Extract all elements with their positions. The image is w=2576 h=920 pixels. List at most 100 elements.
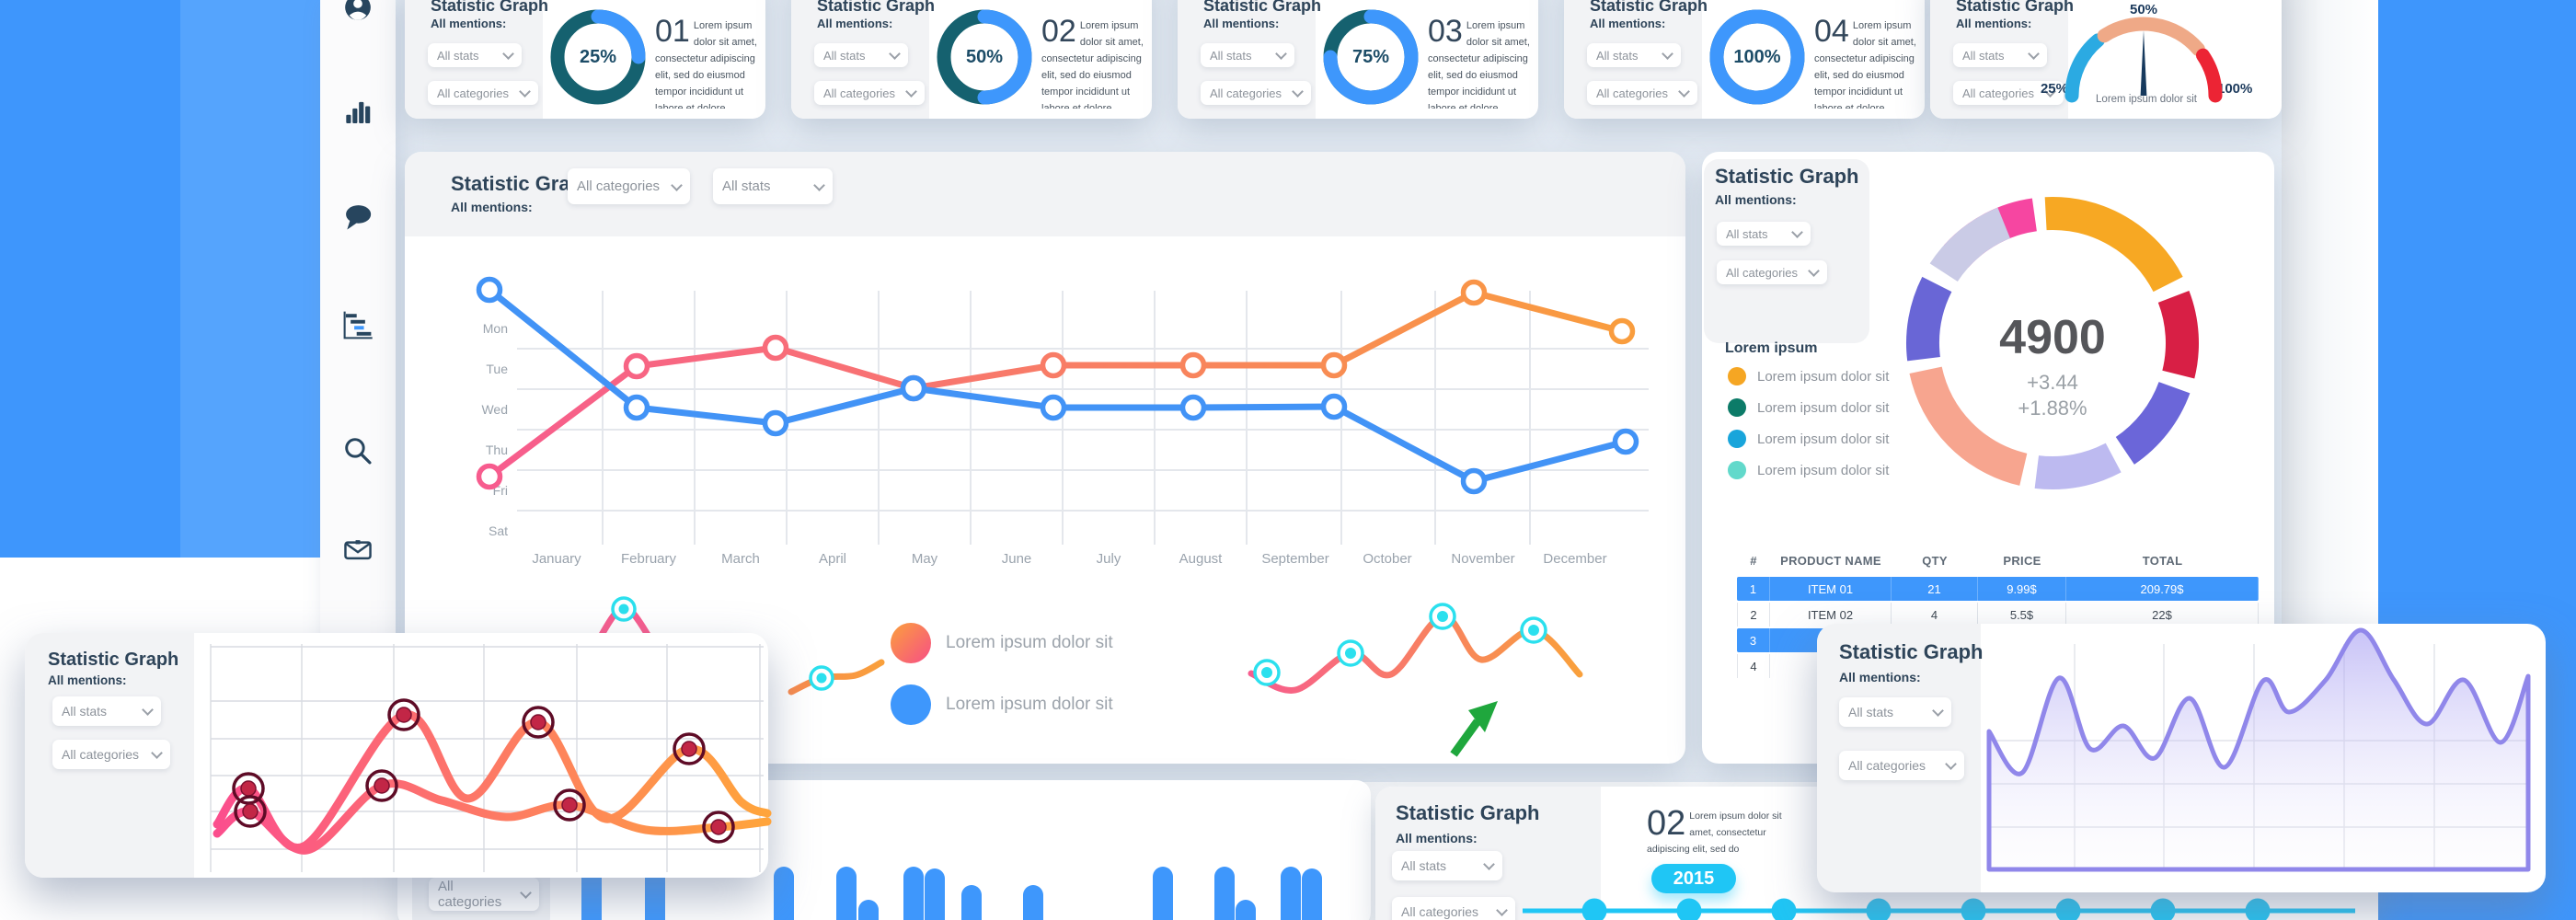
legend-item-pink: Lorem ipsum dolor sit [891,623,1113,663]
all-categories-dropdown[interactable]: All categories [1392,897,1515,920]
column-header: PRICE [2003,553,2041,568]
legend-label: Lorem ipsum dolor sit [946,633,1113,652]
table-row[interactable]: 2 ITEM 02 4 5.5$ 22$ [1737,603,2259,627]
percent-value: 50% [965,46,1004,67]
cell-index: 2 [1737,603,1770,627]
card-title: Statistic Graph [1396,801,1540,824]
card-title: Statistic Graph [1956,0,2075,15]
all-categories-dropdown[interactable]: All categories [52,740,170,769]
step-text: Lorem ipsum dolor sit amet, consectetur … [1647,811,1782,855]
all-categories-dropdown[interactable]: All categories [429,878,539,911]
year-badge[interactable]: 2015 [1651,864,1736,893]
dropdown-value: All categories [1962,86,2035,100]
cell-total: 209.79$ [2066,577,2259,601]
dropdown-value: All stats [1848,705,1894,719]
dropdown-value: All stats [722,178,771,194]
all-stats-dropdown[interactable]: All stats [1953,43,2047,67]
chevron-down-icon [1932,705,1944,717]
mail-icon[interactable] [333,524,383,574]
dropdown-value: All categories [1210,86,1282,100]
legend-swatch [1728,430,1746,448]
left-blue-band [0,0,180,558]
dropdown-value: All stats [1401,858,1447,873]
all-categories-dropdown[interactable]: All categories [1839,751,1964,780]
percent-value: 25% [579,46,617,67]
all-stats-dropdown[interactable]: All stats [52,696,161,726]
all-stats-dropdown[interactable]: All stats [713,168,833,204]
all-stats-dropdown[interactable]: All stats [1201,43,1294,67]
chevron-down-icon [1275,48,1287,60]
all-stats-dropdown[interactable]: All stats [1587,43,1681,67]
chevron-down-icon [889,48,901,60]
all-categories-dropdown[interactable]: All categories [428,81,538,105]
lorem-text: Lorem ipsum dolor sit amet, consectetur … [1041,20,1144,109]
column-header: TOTAL [2142,553,2183,568]
gantt-chart-icon[interactable] [333,300,383,350]
donut-delta-percent: +1.88% [2018,397,2087,420]
dropdown-value: All categories [577,178,661,194]
all-stats-dropdown[interactable]: All stats [1717,222,1811,246]
area-chart-card: Statistic Graph All mentions: All stats … [1817,624,2546,892]
all-categories-dropdown[interactable]: All categories [814,81,925,105]
cell-price: 9.99$ [1978,577,2066,601]
donut-total-value: 4900 [1999,311,2106,364]
donut-legend-heading: Lorem ipsum [1725,340,1818,356]
all-categories-dropdown[interactable]: All categories [568,168,690,204]
donut-delta: +3.44 [2027,371,2078,394]
lorem-text: Lorem ipsum dolor sit amet, consectetur … [1814,20,1916,109]
timeline-step-block: 02 Lorem ipsum dolor sit amet, consectet… [1647,807,1799,864]
step-number: 02 [1647,807,1686,843]
dropdown-value: All categories [1848,758,1926,773]
progress-donut: 75% [1323,9,1419,105]
cell-qty: 21 [1892,577,1978,601]
chevron-down-icon [520,887,532,899]
all-stats-dropdown[interactable]: All stats [1839,697,1951,727]
dropdown-value: All categories [437,86,510,100]
legend-label: Lorem ipsum dolor sit [1757,368,1890,385]
chat-bubble-icon[interactable] [333,192,383,242]
legend-swatch [1728,398,1746,417]
dropdown-value: All stats [823,48,866,63]
card-title: Statistic Graph [1839,640,1984,663]
left-blue-band-light [180,0,320,558]
card-subtitle: All mentions: [48,673,127,687]
stat-number-block: 01 Lorem ipsum dolor sit amet, consectetu… [655,17,758,109]
chevron-down-icon [1678,86,1690,98]
chevron-down-icon [1496,904,1508,916]
chevron-down-icon [502,48,514,60]
legend-label: Lorem ipsum dolor sit [946,695,1113,714]
card-subtitle: All mentions: [1590,17,1666,30]
legend-swatch [891,684,931,725]
chevron-down-icon [519,86,531,98]
chevron-down-icon [671,178,683,191]
all-categories-dropdown[interactable]: All categories [1201,81,1311,105]
all-stats-dropdown[interactable]: All stats [428,43,522,67]
all-categories-dropdown[interactable]: All categories [1717,260,1827,284]
all-categories-dropdown[interactable]: All categories [1953,81,2064,105]
card-title: Statistic Graph [431,0,549,15]
all-stats-dropdown[interactable]: All stats [1392,851,1502,880]
all-stats-dropdown[interactable]: All stats [814,43,908,67]
percent-value: 75% [1351,46,1390,67]
chevron-down-icon [1292,86,1304,98]
dropdown-value: All stats [1962,48,2005,63]
dropdown-value: All categories [1596,86,1669,100]
bar-chart-icon[interactable] [333,85,383,134]
progress-donut: 25% [550,9,646,105]
search-icon[interactable] [333,426,383,476]
chevron-down-icon [1662,48,1673,60]
user-icon[interactable] [333,0,383,32]
table-header-row: # PRODUCT NAME QTY PRICE TOTAL [1737,550,2259,570]
cell-index: 1 [1737,577,1770,601]
chevron-down-icon [142,704,154,716]
chevron-down-icon [2028,48,2040,60]
legend-swatch [1728,461,1746,479]
stat-card-gauge: Statistic Graph All mentions: All stats … [1930,0,2282,119]
all-categories-dropdown[interactable]: All categories [1587,81,1697,105]
card-subtitle: All mentions: [1396,831,1478,845]
dropdown-value: All categories [62,747,140,762]
dropdown-value: All categories [1401,904,1479,919]
chevron-down-icon [813,178,825,191]
progress-donut: 50% [937,9,1032,105]
table-row[interactable]: 1 ITEM 01 21 9.99$ 209.79$ [1737,577,2259,601]
